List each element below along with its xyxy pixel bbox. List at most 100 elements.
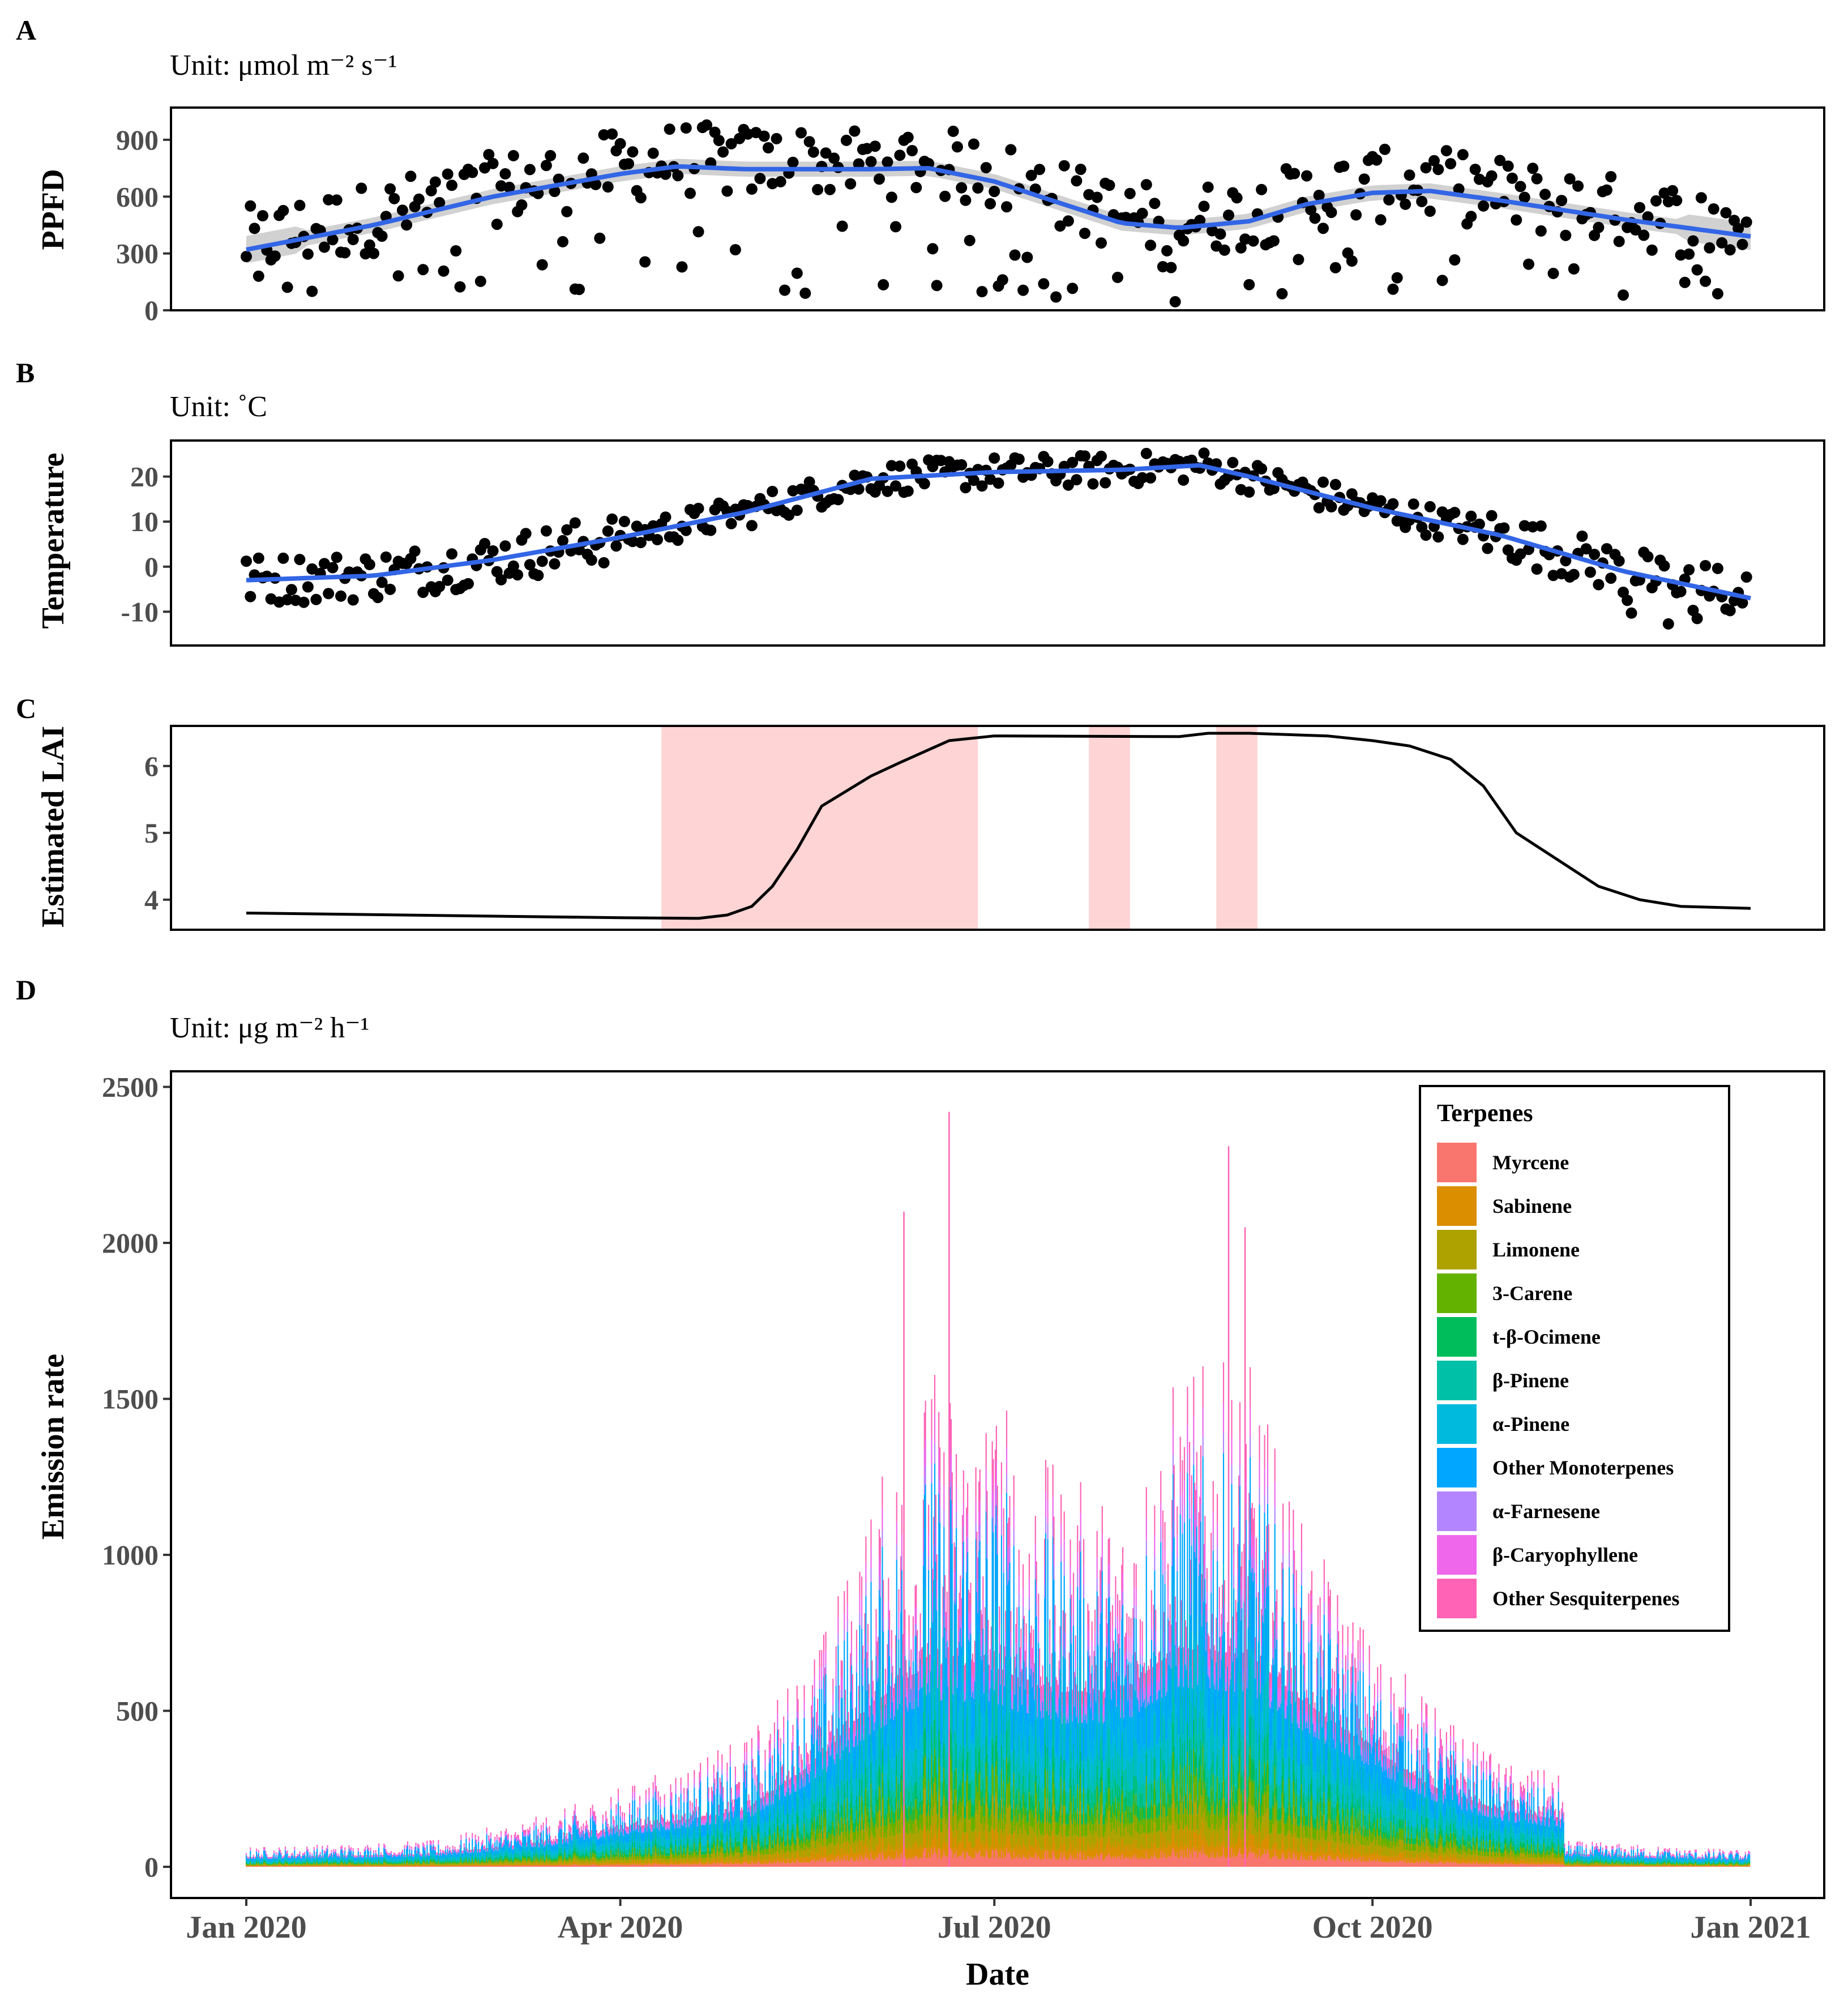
data-point [1276,288,1288,300]
data-point [660,168,671,180]
data-point [836,220,848,232]
data-point [1428,155,1440,166]
data-point [1724,605,1736,617]
data-point [1498,522,1510,534]
data-point [820,147,832,159]
data-point [376,230,388,242]
data-point [1313,502,1325,514]
data-point [585,554,597,566]
data-point [672,170,684,182]
shaded-period [1089,726,1130,930]
data-point [257,210,268,221]
data-point [1256,183,1268,195]
data-point [705,524,717,536]
data-point [886,191,897,203]
data-point [1050,291,1062,303]
data-point [1457,149,1469,161]
data-point [976,286,988,297]
data-point [446,548,457,560]
data-point [1112,271,1123,283]
data-point [1683,248,1695,260]
data-point [635,192,647,204]
data-point [277,552,289,564]
data-point [1243,486,1255,498]
data-point [1001,201,1012,213]
data-point [1667,185,1679,196]
data-point [594,232,606,244]
data-point [561,524,573,536]
data-point [754,173,766,185]
data-point [1218,244,1230,256]
data-point [1547,267,1559,279]
y-tick-label: 1500 [102,1383,159,1414]
data-point [360,248,371,260]
data-point [894,149,906,161]
data-point [1120,212,1132,223]
data-point [606,513,618,525]
data-point [1535,520,1547,532]
data-point [968,475,979,486]
data-point [976,480,988,492]
data-point [627,146,639,158]
data-point [310,593,322,605]
data-point [1100,477,1111,489]
data-point [1038,278,1050,290]
data-point [787,156,799,168]
data-point [1198,447,1210,459]
data-point [1589,549,1601,561]
panel-label-a: A [16,14,36,46]
shaded-period [661,726,978,930]
data-point [1136,207,1148,219]
panel-border [170,725,1825,931]
data-point [1662,618,1674,630]
data-point [729,244,741,255]
data-point [467,166,478,178]
data-point [1247,235,1259,247]
data-point [578,152,589,164]
y-tick-label: -10 [121,596,159,627]
data-point [1202,181,1214,193]
data-point [327,234,339,246]
data-point [396,204,408,216]
data-point [253,552,264,564]
data-point [483,149,495,160]
data-point [277,204,289,216]
y-tick-label: 4 [144,884,159,916]
data-point [1420,162,1432,174]
data-point [561,206,573,217]
data-point [1169,296,1181,307]
data-point [927,243,939,255]
data-point [1576,531,1588,542]
data-point [356,182,367,194]
data-point [906,145,918,156]
data-point [812,183,824,195]
data-point [512,569,524,581]
data-point [520,528,532,540]
data-point [902,485,914,497]
data-point [409,545,421,557]
data-point [985,198,996,210]
data-point [1683,564,1695,576]
data-point [1432,164,1444,176]
data-point [910,182,922,194]
data-point [1140,447,1152,459]
panel-background [171,441,1824,646]
data-point [1605,572,1617,584]
data-point [1325,501,1337,512]
data-point [1527,521,1539,533]
y-tick-label: 0 [144,294,159,326]
data-point [1535,225,1547,237]
data-point [1700,560,1712,571]
data-point [442,574,454,586]
data-point [763,142,774,153]
data-point [1494,155,1506,166]
x-axis-label: Date [966,1957,1029,1992]
data-point [1675,585,1687,597]
data-point [549,186,561,197]
data-point [323,588,335,600]
data-point [335,590,346,602]
data-point [853,158,865,170]
data-point [245,200,256,212]
scatter-points [241,119,1752,307]
data-point [1408,498,1419,510]
